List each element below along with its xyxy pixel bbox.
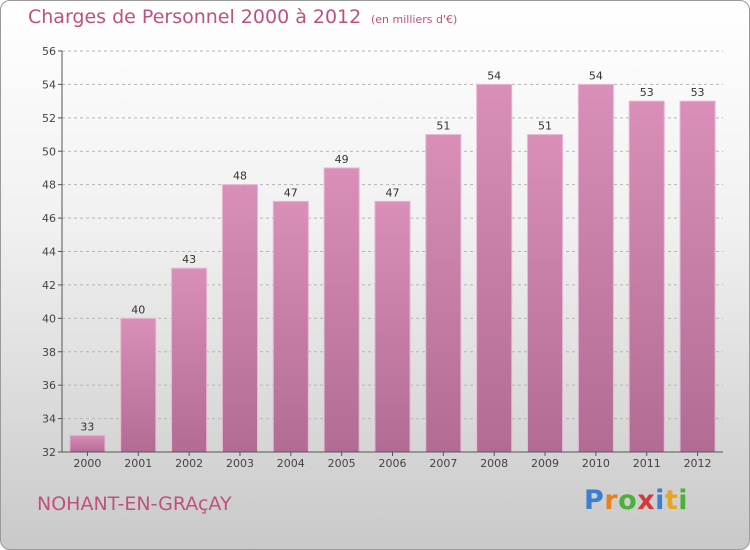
bar-value-label: 51 bbox=[436, 120, 450, 133]
bar-value-label: 48 bbox=[233, 170, 247, 183]
y-tick-label: 40 bbox=[42, 312, 56, 325]
bar-value-label: 40 bbox=[131, 303, 145, 316]
logo-letter: o bbox=[618, 485, 638, 516]
bar-2009 bbox=[526, 134, 564, 453]
y-tick-label: 42 bbox=[42, 279, 56, 292]
bar-2003 bbox=[221, 184, 259, 453]
bar-value-label: 53 bbox=[691, 86, 705, 99]
x-tick-label: 2002 bbox=[175, 457, 203, 470]
logo-letter: r bbox=[604, 485, 619, 516]
bar-value-label: 49 bbox=[335, 153, 349, 166]
logo-letter: x bbox=[637, 485, 656, 516]
logo-letter: P bbox=[584, 485, 605, 516]
x-tick-label: 2009 bbox=[531, 457, 559, 470]
y-tick-label: 46 bbox=[42, 212, 56, 225]
x-tick-label: 2004 bbox=[277, 457, 305, 470]
x-tick-label: 2008 bbox=[480, 457, 508, 470]
bar-2012 bbox=[679, 100, 716, 453]
logo-letter: i bbox=[678, 485, 689, 516]
bar-value-label: 54 bbox=[487, 69, 501, 82]
bar-value-label: 47 bbox=[386, 186, 400, 199]
bar-value-label: 33 bbox=[80, 420, 94, 433]
chart-subtitle: (en milliers d'€) bbox=[371, 13, 458, 26]
y-tick-label: 32 bbox=[42, 446, 56, 459]
axes: 32 34 36 38 40 42 44 46 48 50 52 54 56 2000 2001 2002 20… bbox=[42, 45, 723, 470]
proxiti-logo: Proxiti bbox=[584, 485, 688, 516]
bars: 33 40 43 48 47 49 47 51 54 51 54 53 53 bbox=[69, 69, 716, 453]
x-tick-label: 2006 bbox=[379, 457, 407, 470]
x-tick-label: 2010 bbox=[582, 457, 610, 470]
bar-2001 bbox=[120, 317, 157, 453]
x-tick-label: 2005 bbox=[328, 457, 356, 470]
chart-title: Charges de Personnel 2000 à 2012 bbox=[28, 6, 362, 28]
bar-2010 bbox=[577, 83, 614, 453]
bar-2006 bbox=[374, 200, 411, 453]
y-tick-label: 38 bbox=[42, 346, 56, 359]
bar-value-label: 51 bbox=[538, 120, 552, 133]
x-tick-label: 2000 bbox=[73, 457, 101, 470]
bar-2000 bbox=[69, 434, 106, 453]
bar-value-label: 43 bbox=[182, 253, 196, 266]
bar-2011 bbox=[628, 100, 665, 453]
bar-2007 bbox=[425, 134, 462, 453]
y-tick-label: 48 bbox=[42, 179, 56, 192]
y-tick-label: 50 bbox=[42, 145, 56, 158]
place-name: NOHANT-EN-GRAçAY bbox=[37, 493, 232, 515]
y-tick-label: 36 bbox=[42, 379, 56, 392]
bar-value-label: 47 bbox=[284, 186, 298, 199]
y-tick-label: 52 bbox=[42, 112, 56, 125]
y-tick-label: 56 bbox=[42, 45, 56, 58]
bar-value-label: 54 bbox=[589, 69, 603, 82]
x-tick-label: 2012 bbox=[684, 457, 712, 470]
x-tick-label: 2011 bbox=[633, 457, 661, 470]
logo-letter: i bbox=[655, 485, 665, 516]
logo-letter: t bbox=[664, 485, 679, 516]
bar-2004 bbox=[272, 200, 309, 453]
y-tick-label: 34 bbox=[42, 413, 56, 426]
y-tick-label: 44 bbox=[42, 246, 56, 259]
x-tick-label: 2003 bbox=[226, 457, 254, 470]
bar-2005 bbox=[323, 167, 360, 453]
bar-2002 bbox=[171, 267, 208, 453]
x-tick-label: 2007 bbox=[429, 457, 457, 470]
bar-value-label: 53 bbox=[640, 86, 654, 99]
y-tick-label: 54 bbox=[42, 78, 56, 91]
x-tick-label: 2001 bbox=[124, 457, 152, 470]
bar-2008 bbox=[476, 83, 513, 453]
